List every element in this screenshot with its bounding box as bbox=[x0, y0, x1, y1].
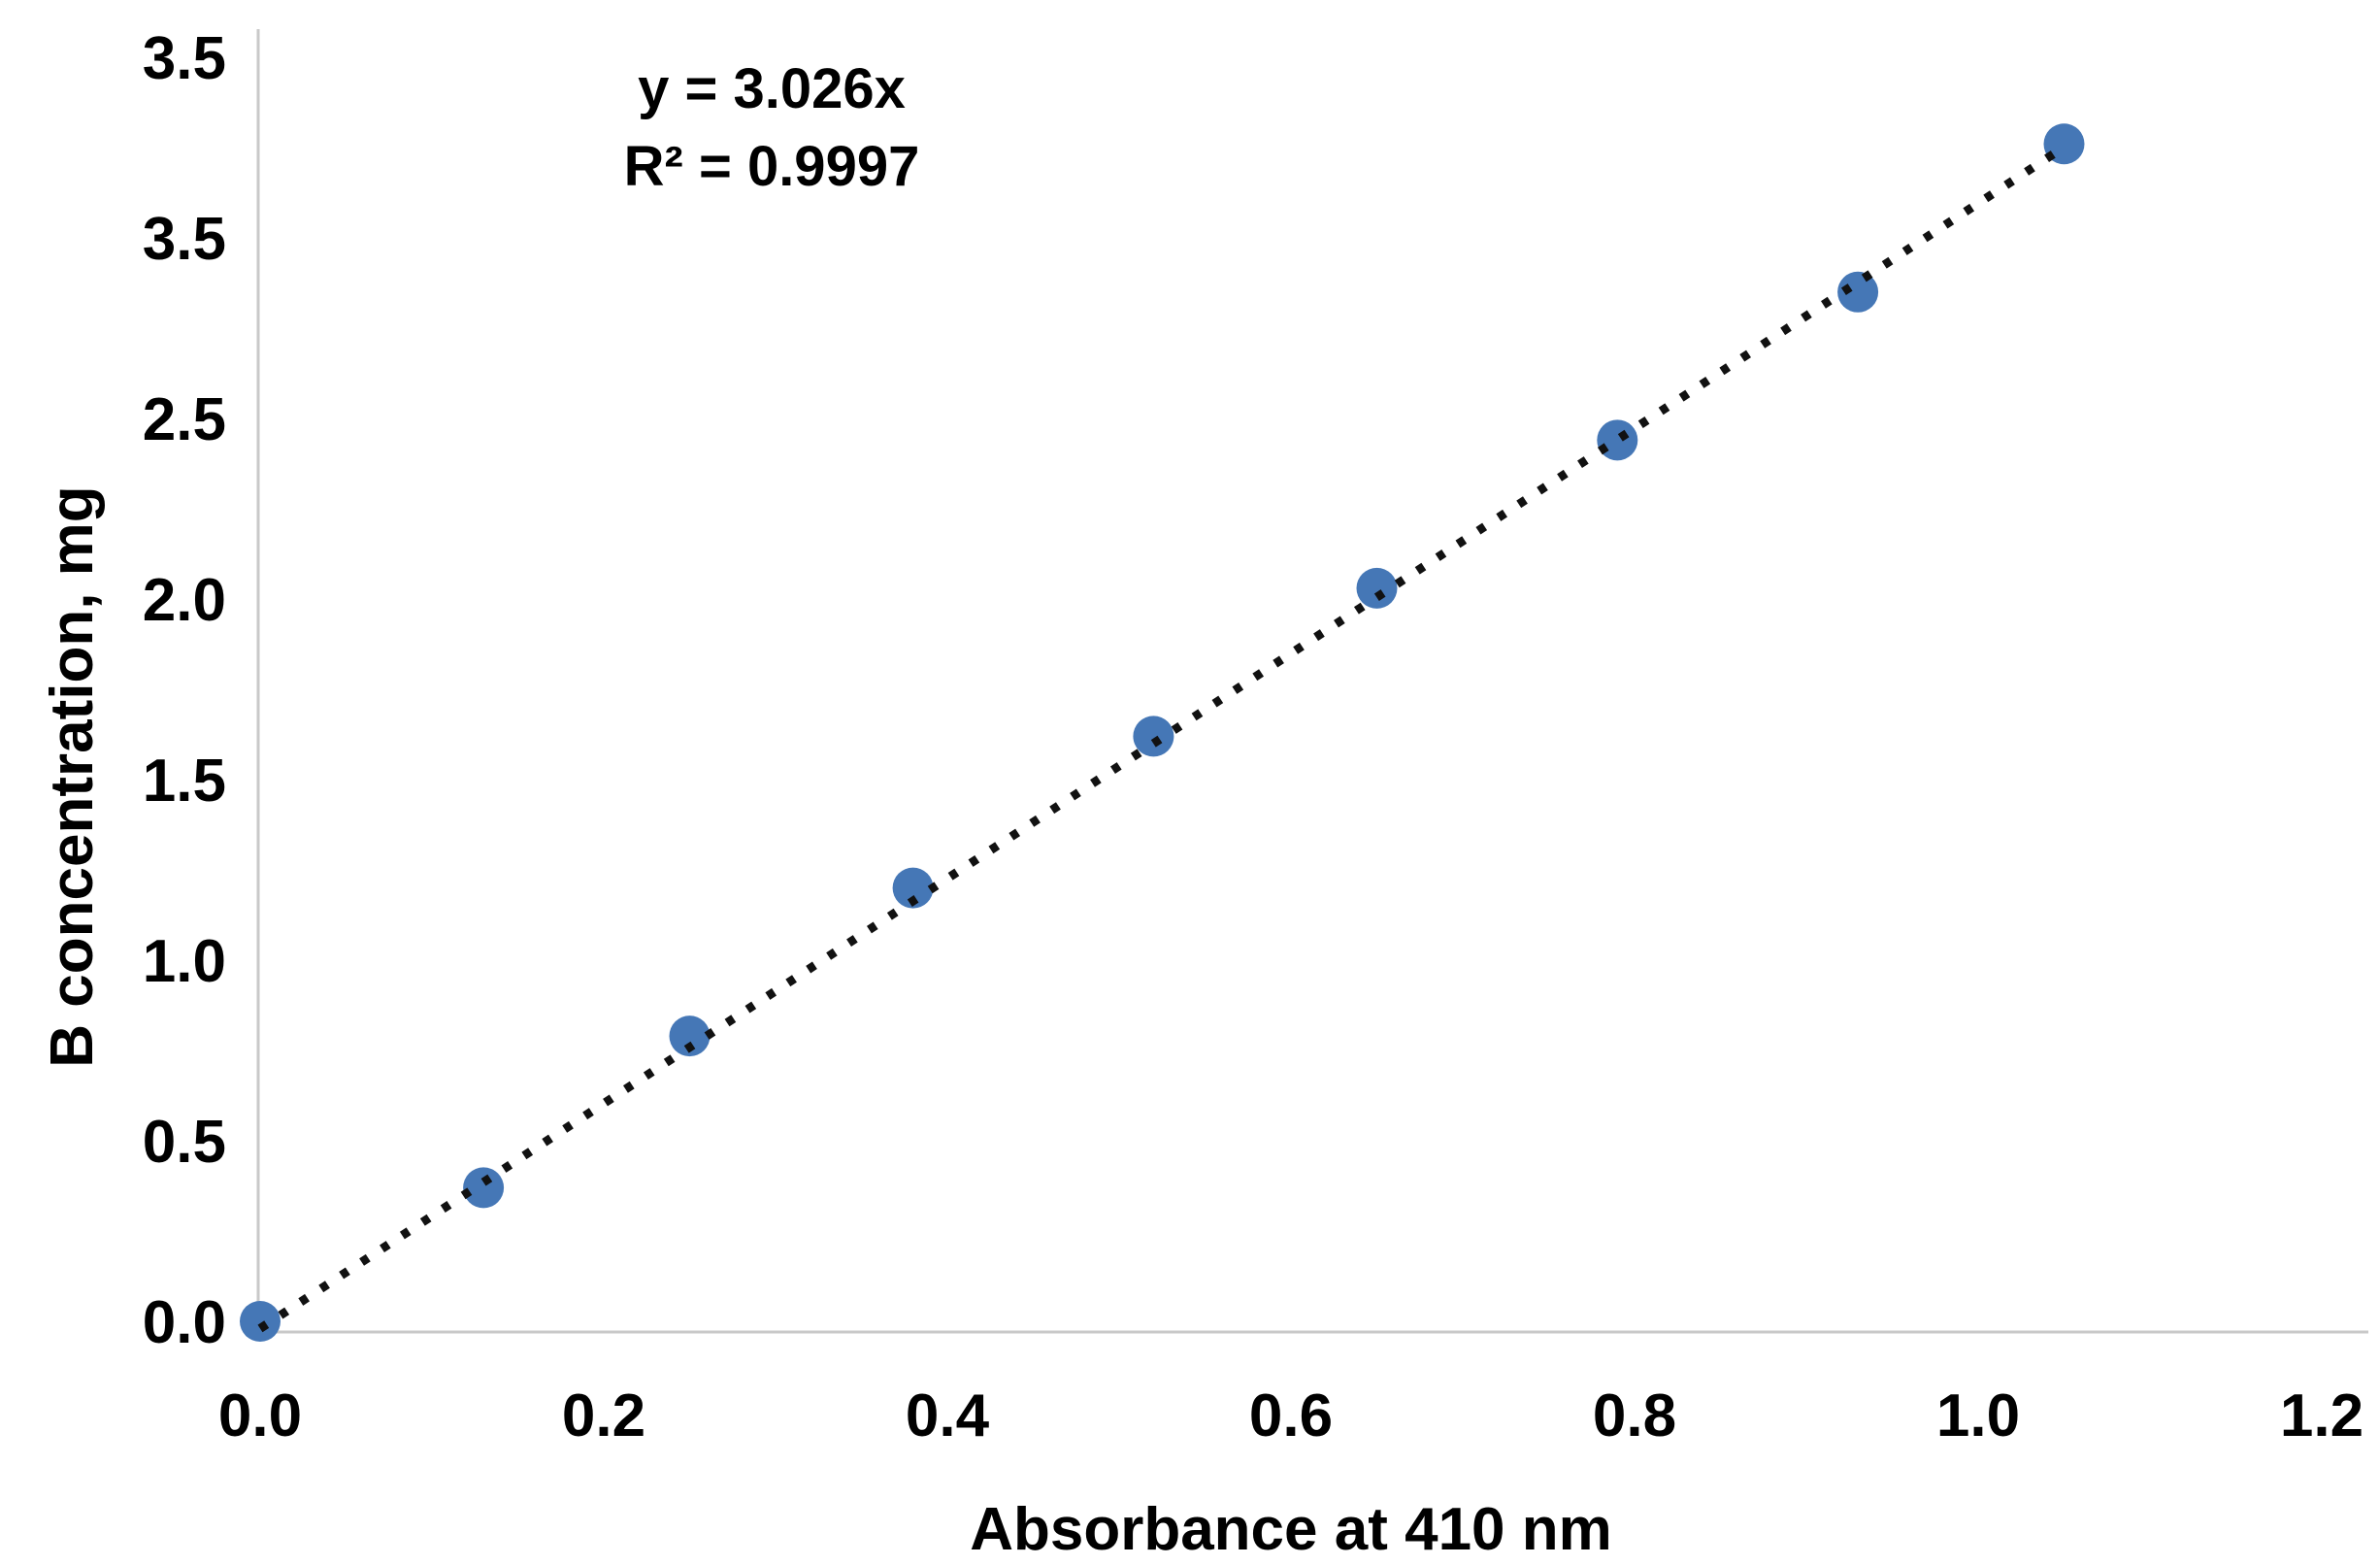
y-tick-label: 3.5 bbox=[143, 206, 226, 273]
data-point-marker bbox=[669, 1016, 711, 1057]
x-tick-label: 0.4 bbox=[906, 1382, 990, 1449]
x-tick-label: 0.8 bbox=[1593, 1382, 1676, 1449]
x-tick-label: 1.2 bbox=[2280, 1382, 2363, 1449]
equation-text: y = 3.026x bbox=[638, 57, 906, 120]
trendline-equation-annotation: y = 3.026x R² = 0.9997 bbox=[461, 50, 1082, 206]
data-point-marker bbox=[1837, 271, 1879, 313]
data-point-marker bbox=[2043, 123, 2085, 165]
data-point-marker bbox=[1597, 419, 1638, 461]
data-point-marker bbox=[892, 867, 934, 909]
x-tick-label: 0.2 bbox=[562, 1382, 645, 1449]
data-point-marker bbox=[240, 1301, 281, 1342]
y-tick-label: 0.0 bbox=[143, 1289, 226, 1356]
y-axis-title: B concentration, mg bbox=[39, 485, 106, 1068]
y-tick-label: 1.5 bbox=[143, 748, 226, 815]
data-point-marker bbox=[1133, 716, 1174, 757]
x-axis-title: Absorbance at 410 nm bbox=[970, 1496, 1612, 1563]
data-point-marker bbox=[463, 1167, 505, 1209]
y-tick-label: 1.0 bbox=[143, 928, 226, 995]
y-tick-label: 0.5 bbox=[143, 1109, 226, 1176]
r-squared-text: R² = 0.9997 bbox=[623, 135, 920, 198]
y-tick-label: 3.5 bbox=[143, 25, 226, 92]
y-tick-label: 2.0 bbox=[143, 567, 226, 634]
data-point-marker bbox=[1356, 567, 1398, 609]
y-tick-label: 2.5 bbox=[143, 386, 226, 453]
x-tick-label: 1.0 bbox=[1936, 1382, 2020, 1449]
x-tick-label: 0.6 bbox=[1249, 1382, 1333, 1449]
x-tick-label: 0.0 bbox=[218, 1382, 302, 1449]
